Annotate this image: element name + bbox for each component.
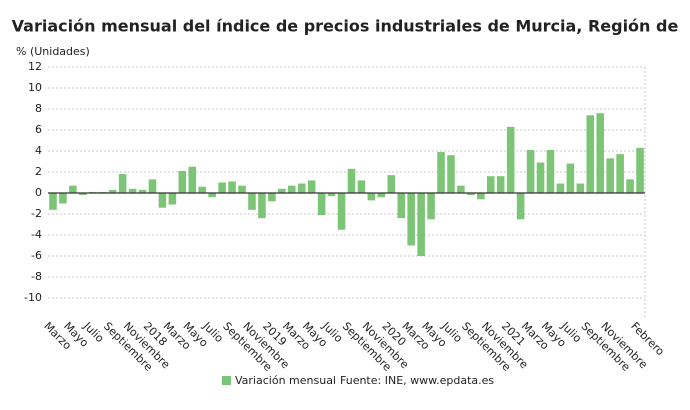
bar <box>158 193 167 208</box>
bar <box>128 188 137 193</box>
bar <box>188 166 197 193</box>
bar <box>636 147 644 193</box>
bar <box>208 193 216 198</box>
y-tick-label: -10 <box>24 291 42 304</box>
bar <box>118 174 127 193</box>
bar <box>268 193 276 202</box>
y-tick-label: 4 <box>35 144 42 157</box>
bar <box>486 176 495 193</box>
bar <box>506 126 515 193</box>
y-tick-label: 8 <box>35 102 42 115</box>
source: Fuente: INE, www.epdata.es <box>340 374 494 387</box>
legend-label: Variación mensual <box>235 374 336 387</box>
bar <box>586 115 595 193</box>
bar <box>59 193 67 204</box>
bar <box>178 170 187 193</box>
bar <box>258 193 266 219</box>
bar <box>218 182 226 193</box>
bar <box>297 183 306 193</box>
chart-title: Variación mensual del índice de precios … <box>12 17 679 36</box>
y-tick-label: 2 <box>35 165 42 178</box>
bar <box>447 155 455 193</box>
y-tick-label: 12 <box>28 60 42 73</box>
y-tick-label: -6 <box>31 249 42 262</box>
bar <box>168 193 177 205</box>
bar <box>287 185 296 193</box>
y-tick-label: 10 <box>28 81 42 94</box>
bar <box>546 149 555 193</box>
bar <box>377 193 386 198</box>
bar <box>347 168 356 193</box>
bar <box>516 193 525 220</box>
bar <box>457 185 465 193</box>
bar <box>228 181 236 193</box>
bar <box>427 193 435 220</box>
bar <box>477 193 485 200</box>
bar <box>576 183 585 193</box>
legend-swatch <box>222 376 231 385</box>
bar <box>526 149 535 193</box>
bar <box>317 193 326 216</box>
bar <box>357 180 366 193</box>
bar <box>69 185 77 193</box>
bar <box>407 193 415 246</box>
bar <box>496 176 505 193</box>
bar <box>566 163 575 193</box>
bar <box>327 193 336 197</box>
bar <box>108 189 117 193</box>
bar <box>79 193 87 196</box>
bar <box>307 180 316 193</box>
bar <box>606 158 614 193</box>
y-axis-label: % (Unidades) <box>16 45 90 58</box>
bar <box>138 189 147 193</box>
bar <box>49 193 57 210</box>
bar <box>148 179 157 193</box>
bar <box>417 193 425 256</box>
y-tick-label: 0 <box>35 186 42 199</box>
bar <box>536 162 545 193</box>
bar <box>616 154 624 193</box>
y-tick-label: -4 <box>31 228 42 241</box>
y-tick-label: -2 <box>31 207 42 220</box>
y-tick-label: 6 <box>35 123 42 136</box>
bar <box>626 179 634 193</box>
bar <box>467 193 475 196</box>
bar <box>248 193 256 210</box>
bar <box>278 188 286 193</box>
bar <box>387 175 396 193</box>
bar <box>397 193 406 219</box>
y-tick-label: -8 <box>31 270 42 283</box>
bar <box>556 183 565 193</box>
bar <box>198 186 207 193</box>
bar <box>337 193 346 230</box>
bar <box>367 193 376 201</box>
bar <box>596 113 605 193</box>
bar <box>437 152 445 193</box>
bar <box>238 185 246 193</box>
